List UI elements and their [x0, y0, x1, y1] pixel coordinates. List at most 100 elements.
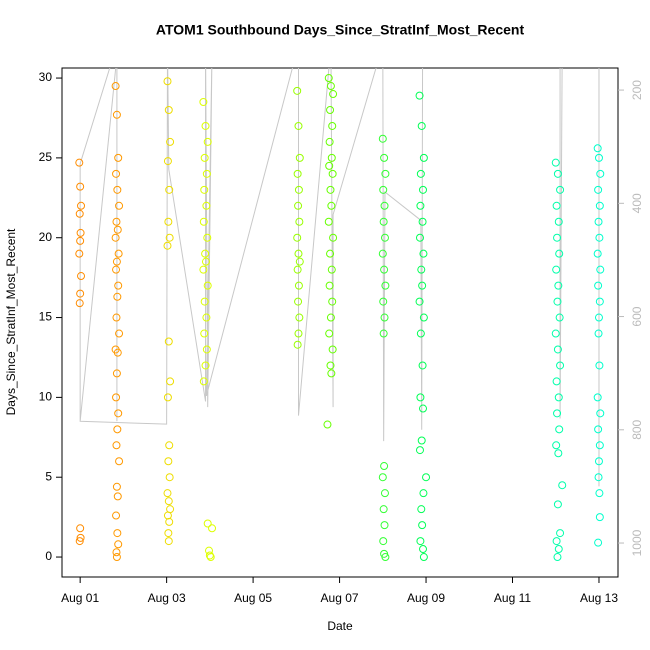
- point: [326, 361, 335, 370]
- x-tick-label: Aug 01: [61, 591, 99, 605]
- point: [419, 404, 428, 413]
- point: [378, 473, 387, 482]
- point: [380, 233, 389, 242]
- point: [554, 217, 563, 226]
- point: [552, 441, 561, 450]
- point: [112, 257, 121, 266]
- point: [164, 217, 173, 226]
- point: [199, 98, 208, 107]
- point: [76, 289, 85, 298]
- point: [329, 233, 338, 242]
- point: [206, 553, 215, 562]
- point: [416, 169, 425, 178]
- point: [164, 497, 173, 506]
- point: [113, 348, 122, 357]
- point: [294, 249, 303, 258]
- point: [166, 137, 175, 146]
- point: [594, 457, 603, 466]
- point: [76, 228, 85, 237]
- point: [593, 393, 602, 402]
- point: [202, 345, 211, 354]
- point: [112, 393, 121, 402]
- point: [208, 524, 217, 533]
- point: [415, 297, 424, 306]
- point: [422, 473, 431, 482]
- point: [75, 249, 84, 258]
- point: [325, 137, 334, 146]
- point: [294, 121, 303, 130]
- point: [553, 169, 562, 178]
- point: [205, 551, 214, 560]
- point: [552, 265, 561, 274]
- point: [379, 329, 388, 338]
- y-tick-label: 15: [39, 310, 53, 324]
- point: [552, 537, 561, 546]
- point: [199, 217, 208, 226]
- point: [163, 241, 172, 250]
- point: [551, 158, 560, 167]
- point: [112, 482, 121, 491]
- point: [75, 158, 84, 167]
- point: [75, 537, 84, 546]
- point: [380, 521, 389, 530]
- point: [293, 86, 302, 95]
- point: [415, 91, 424, 100]
- point: [111, 233, 120, 242]
- point: [200, 185, 209, 194]
- point: [294, 185, 303, 194]
- point: [328, 297, 337, 306]
- point: [594, 281, 603, 290]
- point: [201, 121, 210, 130]
- point: [76, 533, 85, 542]
- point: [378, 249, 387, 258]
- point: [379, 297, 388, 306]
- point: [381, 169, 390, 178]
- point: [293, 169, 302, 178]
- point: [379, 505, 388, 514]
- point: [112, 369, 121, 378]
- point: [115, 329, 124, 338]
- point: [113, 292, 122, 301]
- point: [202, 313, 211, 322]
- point: [203, 233, 212, 242]
- point: [163, 77, 172, 86]
- point: [114, 153, 123, 162]
- point: [554, 449, 563, 458]
- point: [381, 281, 390, 290]
- y2-tick-label: 1000: [630, 529, 644, 556]
- point: [165, 517, 174, 526]
- point: [295, 313, 304, 322]
- point: [326, 249, 335, 258]
- point: [163, 393, 172, 402]
- point: [553, 345, 562, 354]
- point: [417, 436, 426, 445]
- point: [419, 489, 428, 498]
- x-tick-label: Aug 05: [234, 591, 272, 605]
- point: [553, 233, 562, 242]
- plot-frame: [61, 67, 619, 578]
- point: [327, 201, 336, 210]
- point: [293, 265, 302, 274]
- point: [295, 257, 304, 266]
- point: [380, 153, 389, 162]
- point: [166, 377, 175, 386]
- x-tick-label: Aug 07: [321, 591, 359, 605]
- point: [415, 446, 424, 455]
- point: [327, 369, 336, 378]
- point: [552, 377, 561, 386]
- y-tick-label: 10: [39, 390, 53, 404]
- point: [419, 545, 428, 554]
- point: [595, 297, 604, 306]
- point: [418, 281, 427, 290]
- point: [202, 169, 211, 178]
- y2-tick-label: 400: [630, 193, 644, 213]
- point: [555, 249, 564, 258]
- point: [594, 425, 603, 434]
- plot-area: [75, 68, 605, 562]
- point: [325, 161, 334, 170]
- point: [164, 105, 173, 114]
- point: [596, 169, 605, 178]
- point: [419, 185, 428, 194]
- point: [164, 529, 173, 538]
